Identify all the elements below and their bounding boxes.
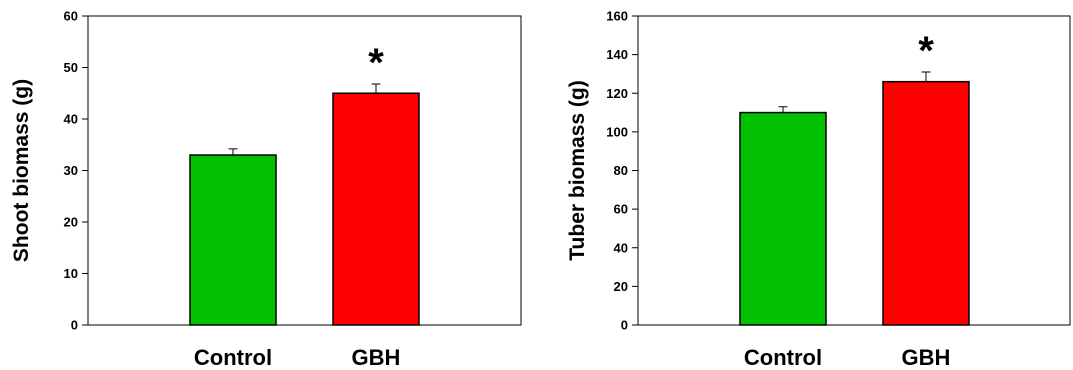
y-axis-title: Shoot biomass (g) [10, 79, 33, 262]
shoot-biomass-chart: 0 10 20 30 40 50 60 Shoot biomass (g) Control * GB… [10, 9, 522, 370]
significance-mark: * [368, 41, 384, 85]
y-tick-label: 60 [614, 202, 628, 217]
y-tick-label: 40 [64, 112, 78, 127]
tuber-biomass-chart: 0 20 40 60 80 100 120 140 160 Tuber biomass (g) Co… [566, 9, 1071, 370]
significance-mark: * [918, 29, 934, 73]
y-tick-label: 40 [614, 240, 628, 255]
y-tick-label: 0 [71, 318, 78, 333]
y-tick-label: 20 [614, 279, 628, 294]
bar-gbh [882, 80, 970, 326]
bar-control [189, 154, 277, 326]
y-tick-label: 80 [614, 163, 628, 178]
y-tick-label: 60 [64, 9, 78, 24]
bar-control [739, 111, 827, 326]
category-label: GBH [352, 345, 401, 370]
category-label: Control [194, 345, 272, 370]
y-tick-label: 20 [64, 215, 78, 230]
y-tick-label: 160 [606, 9, 628, 24]
y-axis-title: Tuber biomass (g) [566, 80, 589, 260]
y-tick-label: 140 [606, 47, 628, 62]
category-label: Control [744, 345, 822, 370]
plot-frame [637, 15, 1071, 326]
y-tick-label: 10 [64, 266, 78, 281]
plot-frame [87, 15, 522, 326]
y-tick-label: 120 [606, 86, 628, 101]
y-tick-label: 100 [606, 124, 628, 139]
bar-gbh [332, 92, 420, 326]
y-tick-label: 0 [621, 318, 628, 333]
y-tick-label: 30 [64, 163, 78, 178]
category-label: GBH [902, 345, 951, 370]
y-tick-label: 50 [64, 60, 78, 75]
